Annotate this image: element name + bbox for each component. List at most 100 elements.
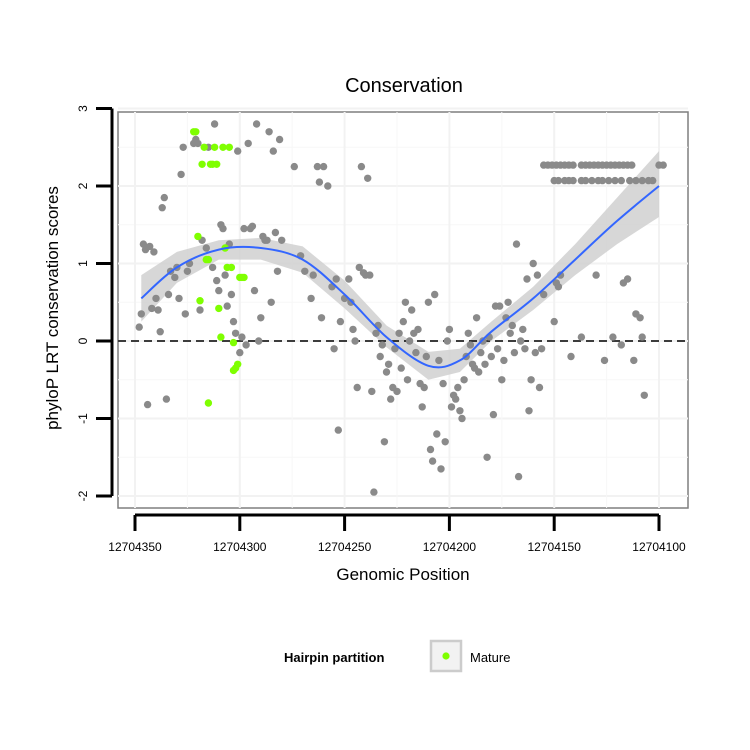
y-tick-label: 0 xyxy=(76,337,90,344)
conservation-point xyxy=(508,321,516,330)
conservation-point xyxy=(420,383,428,392)
conservation-point xyxy=(351,337,359,345)
y-tick-label: 1 xyxy=(76,260,90,267)
conservation-point xyxy=(397,364,405,372)
conservation-point xyxy=(250,286,259,295)
conservation-point xyxy=(611,176,619,185)
conservation-point xyxy=(569,176,577,185)
mature-point xyxy=(200,143,208,151)
conservation-point xyxy=(150,248,158,256)
conservation-point xyxy=(399,317,407,326)
y-axis: -2 -1 0 1 2 3 xyxy=(76,105,114,501)
legend: Hairpin partition Mature xyxy=(284,639,510,673)
conservation-point xyxy=(248,222,257,230)
conservation-point xyxy=(617,176,625,185)
conservation-point xyxy=(257,314,265,322)
conservation-point xyxy=(156,328,164,336)
mature-point xyxy=(213,160,221,168)
conservation-point xyxy=(418,403,426,411)
conservation-point xyxy=(353,383,361,392)
conservation-point xyxy=(405,337,414,345)
conservation-point xyxy=(435,356,443,365)
conservation-point xyxy=(355,263,363,272)
x-tick-label: 12704350 xyxy=(108,540,162,554)
conservation-point xyxy=(324,182,332,190)
conservation-point xyxy=(175,294,183,303)
conservation-point xyxy=(345,275,353,283)
conservation-point xyxy=(244,139,252,148)
conservation-point xyxy=(349,325,357,334)
conservation-point xyxy=(370,488,378,496)
conservation-point xyxy=(236,348,244,357)
conservation-point xyxy=(146,242,154,251)
legend-title: Hairpin partition xyxy=(284,650,384,665)
conservation-point xyxy=(387,395,395,403)
conservation-point xyxy=(395,329,403,337)
conservation-point xyxy=(628,161,636,169)
conservation-point xyxy=(489,410,498,419)
conservation-point xyxy=(445,325,454,334)
conservation-point xyxy=(137,310,145,318)
conservation-point xyxy=(458,414,466,423)
conservation-point xyxy=(183,267,192,275)
conservation-point xyxy=(227,290,236,299)
conservation-point xyxy=(609,333,617,341)
conservation-point xyxy=(477,348,485,357)
y-tick-label: -2 xyxy=(76,490,90,501)
conservation-point xyxy=(252,120,261,128)
mature-point xyxy=(227,263,236,272)
conservation-point xyxy=(368,387,376,396)
conservation-point xyxy=(240,224,248,233)
conservation-point xyxy=(255,337,263,345)
conservation-point xyxy=(372,329,380,337)
conservation-point xyxy=(540,290,548,299)
smooth-line xyxy=(140,185,660,369)
conservation-point xyxy=(638,176,646,185)
conservation-point xyxy=(412,348,420,357)
conservation-point xyxy=(600,356,609,365)
conservation-point xyxy=(617,341,625,349)
conservation-point xyxy=(533,271,542,279)
conservation-point xyxy=(640,391,648,399)
conservation-point xyxy=(347,298,355,306)
mature-point xyxy=(219,143,227,151)
conservation-point xyxy=(517,337,525,345)
conservation-point xyxy=(512,240,521,248)
conservation-point xyxy=(152,294,160,303)
conservation-point xyxy=(330,345,338,353)
conservation-point xyxy=(588,176,596,185)
conservation-point xyxy=(550,317,558,326)
conservation-point xyxy=(382,368,391,376)
conservation-point xyxy=(531,348,539,357)
conservation-point xyxy=(380,438,389,446)
conservation-point xyxy=(475,368,483,376)
conservation-point xyxy=(659,161,667,169)
conservation-point xyxy=(556,271,565,279)
conservation-point xyxy=(143,400,152,409)
mature-point xyxy=(196,297,204,305)
conservation-point xyxy=(443,337,451,345)
conservation-point xyxy=(194,139,202,148)
smooth-curve xyxy=(140,185,660,369)
conservation-point xyxy=(487,352,495,361)
conservation-point xyxy=(234,147,242,155)
conservation-point xyxy=(181,310,189,318)
conservation-point xyxy=(148,304,156,313)
conservation-point xyxy=(332,275,340,283)
conservation-point xyxy=(535,383,544,392)
conservation-point xyxy=(408,306,416,314)
conservation-point xyxy=(452,395,460,403)
conservation-point xyxy=(632,176,640,185)
conservation-point xyxy=(638,333,646,341)
conservation-point xyxy=(384,360,393,368)
conservation-point xyxy=(521,345,529,353)
mature-point xyxy=(194,232,202,241)
conservation-point xyxy=(456,407,464,415)
conservation-point xyxy=(317,314,326,322)
conservation-point xyxy=(439,379,447,388)
conservation-point xyxy=(460,376,468,384)
conservation-point xyxy=(525,407,533,415)
conservation-point xyxy=(215,286,223,295)
conservation-point xyxy=(202,244,210,252)
conservation-point xyxy=(357,162,366,171)
